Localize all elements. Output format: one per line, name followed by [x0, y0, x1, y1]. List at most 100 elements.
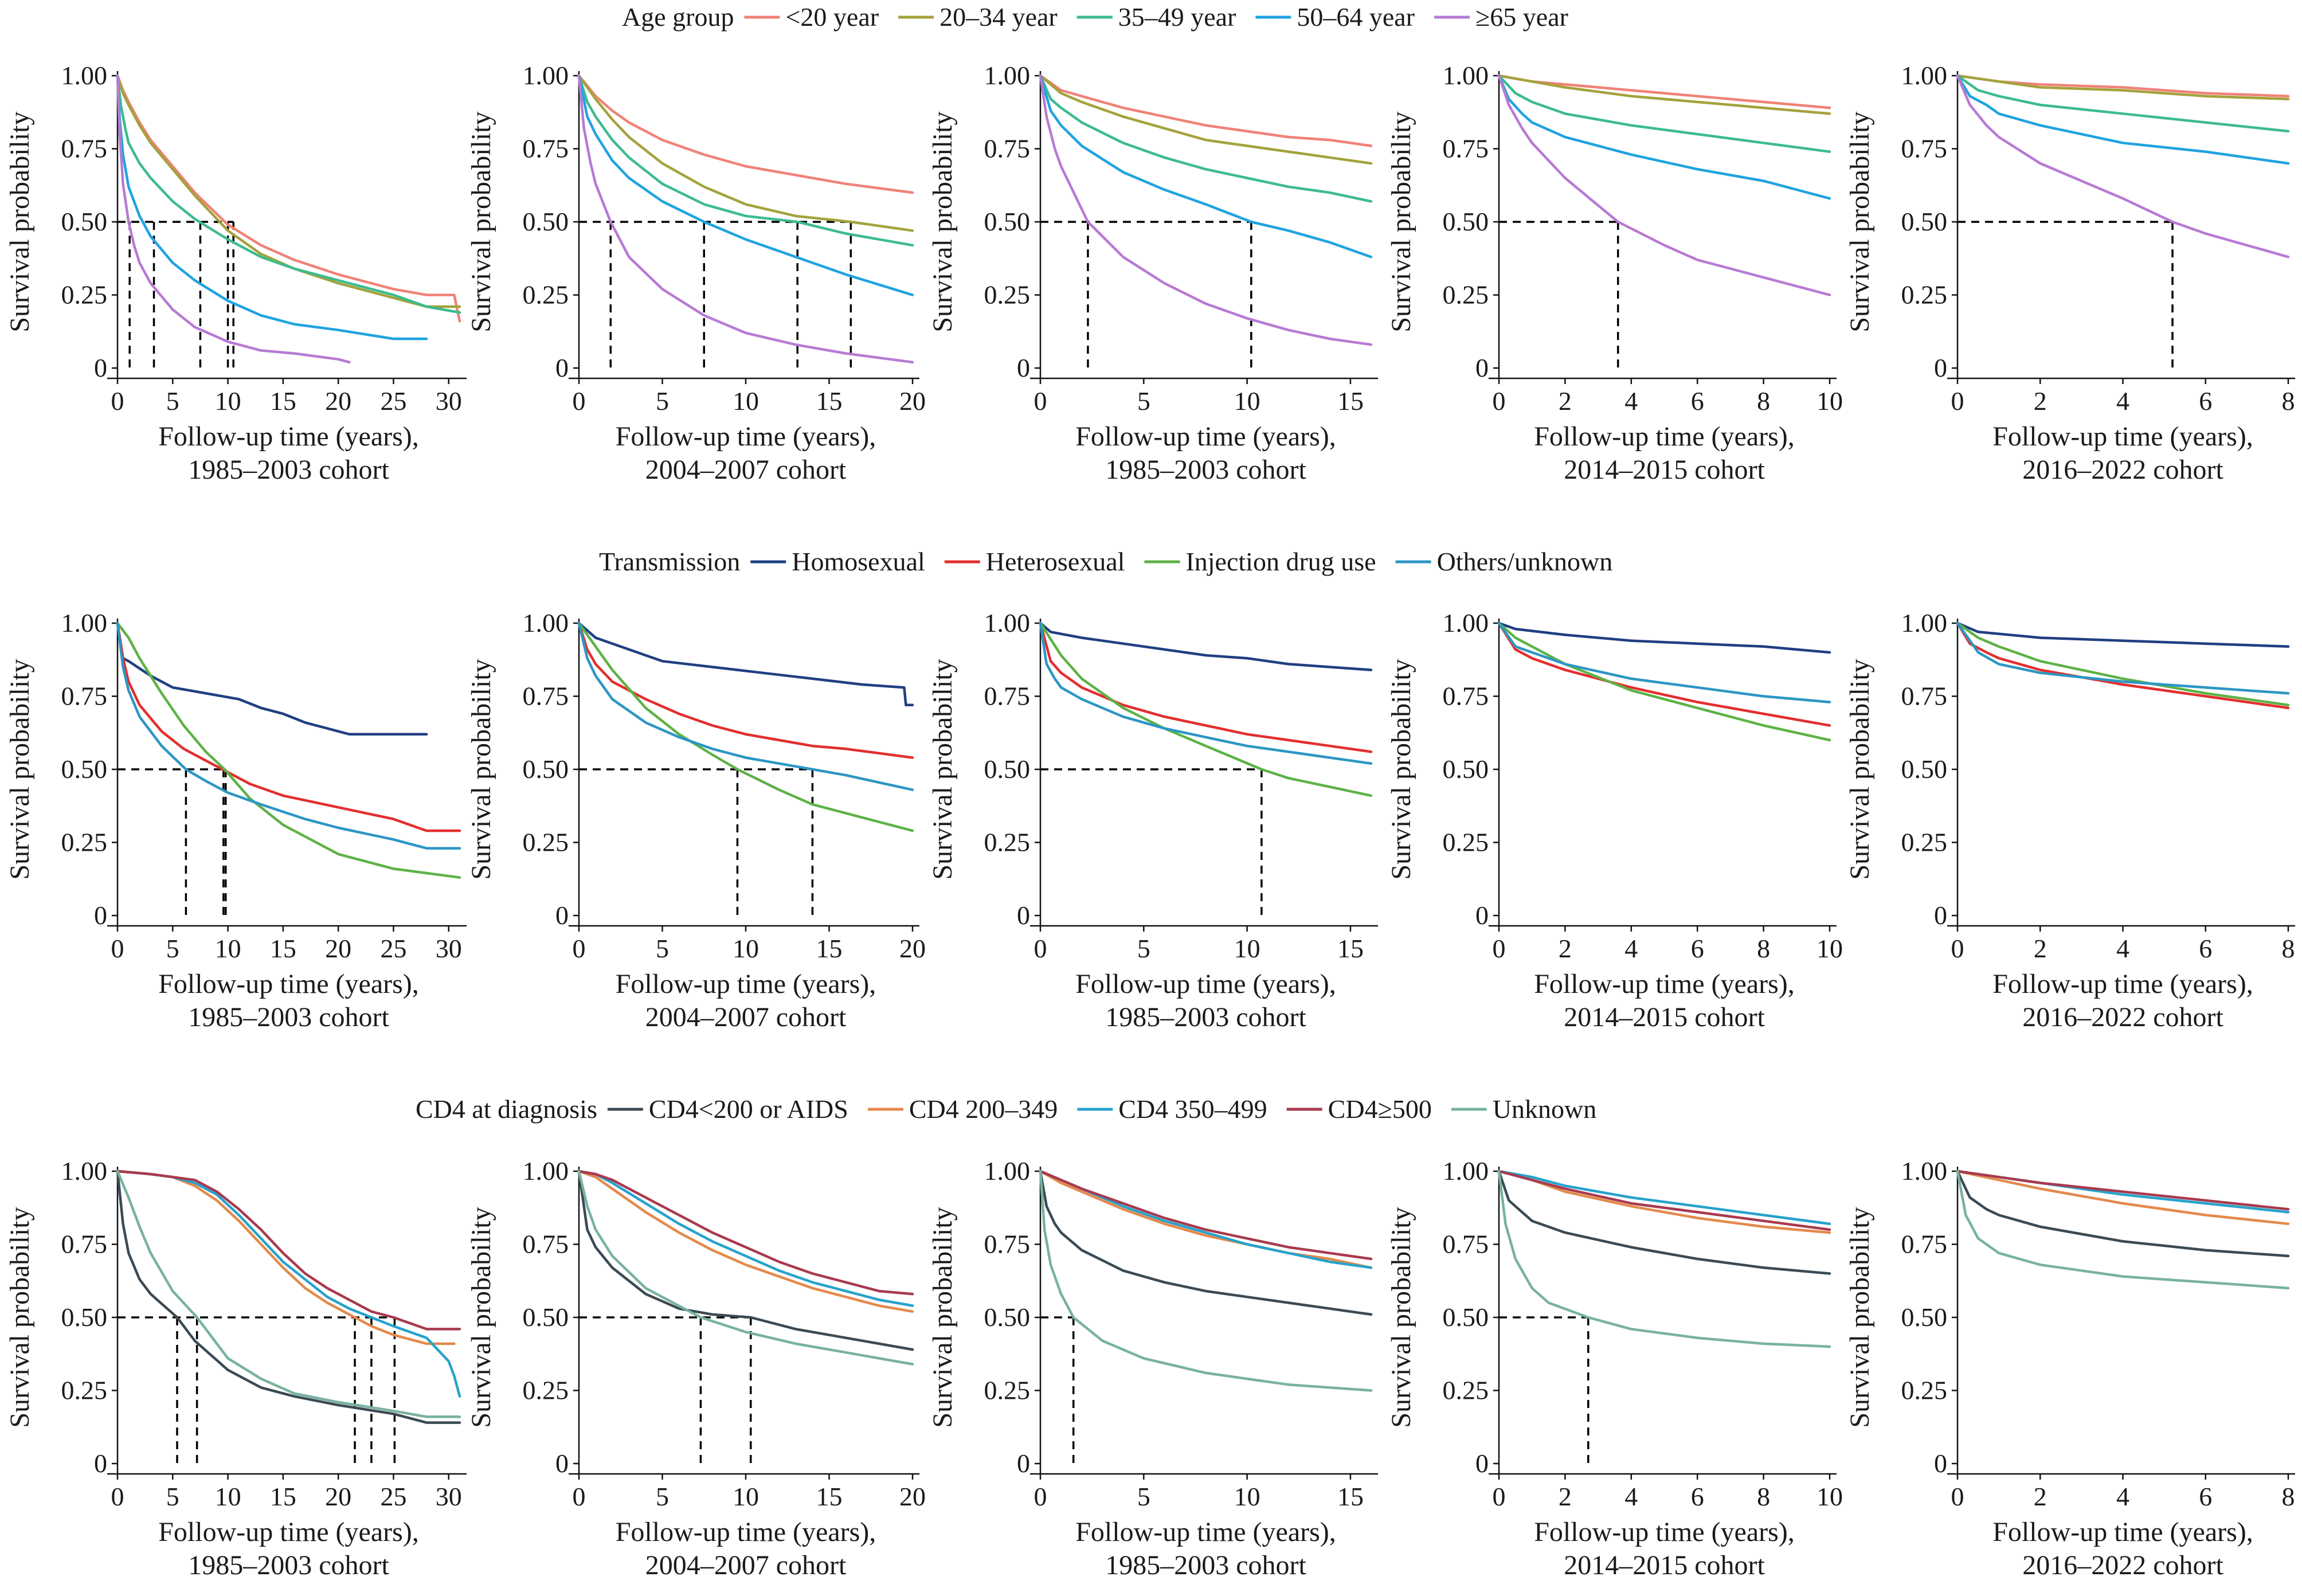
series-line-20-34-year: [1039, 74, 1373, 165]
x-tick-label: 2: [2034, 1482, 2047, 1511]
x-tick-label: 4: [1624, 1482, 1638, 1511]
y-tick-label: 0: [94, 901, 107, 930]
y-axis-title: Survival probability: [927, 659, 958, 879]
series-line-others-unknown: [1956, 621, 2290, 695]
x-tick-label: 8: [2282, 1482, 2295, 1511]
x-axis-title-line1: Follow-up time (years),: [1534, 421, 1795, 452]
series-line-injection-drug-use: [1039, 621, 1373, 797]
y-tick-label: 0.75: [984, 1230, 1031, 1259]
series-line-unknown: [1956, 1169, 2290, 1290]
series-line-20-year: [1956, 74, 2290, 97]
y-tick-label: 0.50: [523, 207, 569, 236]
panel-r2-c3: 0 0.25 0.50 0.75 1.00 0 5 10 15 Survival probabil…: [927, 608, 1378, 1032]
y-tick-label: 0.25: [1901, 1376, 1948, 1405]
y-tick-label: 1.00: [523, 608, 569, 637]
x-axis-title-line2: 1985–2003 cohort: [1105, 1002, 1306, 1032]
x-tick-label: 5: [166, 934, 179, 963]
series-line-50-64-year: [1039, 74, 1373, 259]
x-axis-title-line2: 1985–2003 cohort: [1105, 1550, 1306, 1581]
x-tick-label: 0: [1034, 386, 1047, 416]
y-axis-title: Survival probability: [1386, 111, 1416, 332]
x-tick-label: 0: [1493, 934, 1506, 963]
legend-label-20-34-year: 20–34 year: [939, 2, 1058, 32]
x-tick-label: 4: [2116, 386, 2129, 416]
series-line-homosexual: [1956, 621, 2290, 648]
legend-cd4: CD4 at diagnosis CD4<200 or AIDS CD4 200–3…: [416, 1094, 1596, 1124]
series-line-20-34-year: [1497, 74, 1831, 115]
y-tick-label: 0.50: [984, 1302, 1031, 1332]
x-tick-label: 10: [1234, 934, 1260, 963]
x-axis-title-line2: 1985–2003 cohort: [1105, 455, 1306, 485]
series-line-35-49-year: [1039, 74, 1373, 203]
x-axis-title-line2: 2016–2022 cohort: [2022, 1002, 2223, 1032]
y-tick-label: 0: [1934, 1449, 1947, 1478]
x-tick-label: 15: [816, 934, 843, 963]
y-axis-title: Survival probability: [466, 1207, 496, 1427]
y-tick-label: 0.75: [523, 1230, 569, 1259]
legend-label-65-year: ≥65 year: [1475, 2, 1568, 32]
x-tick-label: 5: [656, 1482, 669, 1511]
y-tick-label: 0: [1934, 353, 1947, 382]
series-line-cd4-500: [1039, 1169, 1373, 1261]
legend-title: CD4 at diagnosis: [416, 1094, 597, 1124]
x-tick-label: 4: [1624, 386, 1638, 416]
series-line-65-year: [1039, 74, 1373, 346]
y-tick-label: 0.75: [1443, 682, 1489, 711]
series-line-20-year: [1497, 74, 1831, 109]
series-line-unknown: [116, 1169, 461, 1418]
series-line-cd4-350-499: [577, 1169, 914, 1307]
x-tick-label: 5: [656, 386, 669, 416]
x-tick-label: 20: [325, 1482, 351, 1511]
x-tick-label: 8: [2282, 934, 2295, 963]
x-tick-label: 25: [380, 1482, 406, 1511]
x-tick-label: 0: [1951, 1482, 1964, 1511]
y-axis-title: Survival probability: [1386, 1207, 1416, 1427]
panel-r1-c1: 0 0.25 0.50 0.75 1.00 0 5 10 15 20 25 30 Survival pr…: [5, 61, 467, 485]
x-tick-label: 30: [436, 386, 462, 416]
x-axis-title-line1: Follow-up time (years),: [1992, 1517, 2253, 1547]
y-tick-label: 0.25: [61, 828, 108, 857]
y-tick-label: 0.50: [61, 1302, 108, 1332]
legend-label-others-unknown: Others/unknown: [1437, 547, 1613, 576]
x-tick-label: 15: [270, 386, 296, 416]
y-tick-label: 0: [1934, 901, 1947, 930]
y-tick-label: 0.50: [61, 754, 108, 784]
legend-label-heterosexual: Heterosexual: [986, 547, 1125, 576]
legend-label-cd4-500: CD4≥500: [1328, 1094, 1432, 1124]
series-line-20-year: [116, 74, 461, 323]
x-tick-label: 30: [436, 1482, 462, 1511]
y-tick-label: 0.75: [61, 134, 108, 163]
panel-r1-c3: 0 0.25 0.50 0.75 1.00 0 5 10 15 Survival probabil…: [927, 61, 1378, 485]
panel-r3-c1: 0 0.25 0.50 0.75 1.00 0 5 10 15 20 25 30 Survival pr…: [5, 1156, 467, 1581]
series-line-others-unknown: [1497, 621, 1831, 703]
y-tick-label: 0: [94, 353, 107, 382]
x-tick-label: 0: [1034, 934, 1047, 963]
y-axis-title: Survival probability: [1845, 111, 1875, 332]
y-tick-label: 0.25: [1901, 280, 1948, 310]
legend-label-20-year: <20 year: [785, 2, 879, 32]
x-tick-label: 6: [2199, 1482, 2212, 1511]
y-tick-label: 0.75: [61, 1230, 108, 1259]
series-line-unknown: [1039, 1169, 1373, 1392]
series-line-homosexual: [577, 621, 914, 707]
y-tick-label: 0.50: [1901, 754, 1948, 784]
series-line-homosexual: [1039, 621, 1373, 671]
legend-label-cd4-350-499: CD4 350–499: [1118, 1094, 1267, 1124]
x-tick-label: 15: [1337, 386, 1364, 416]
x-tick-label: 8: [2282, 386, 2295, 416]
y-tick-label: 0.25: [1443, 828, 1489, 857]
x-tick-label: 8: [1757, 1482, 1770, 1511]
panel-r3-c3: 0 0.25 0.50 0.75 1.00 0 5 10 15 Survival probabil…: [927, 1156, 1378, 1581]
y-tick-label: 0: [1475, 1449, 1489, 1478]
series-line-cd4-350-499: [1497, 1169, 1831, 1226]
x-tick-label: 10: [1234, 1482, 1260, 1511]
series-line-65-year: [1956, 74, 2290, 259]
y-tick-label: 0.50: [1443, 207, 1489, 236]
x-tick-label: 2: [2034, 934, 2047, 963]
y-tick-label: 0.75: [1901, 1230, 1948, 1259]
y-tick-label: 1.00: [984, 61, 1031, 90]
series-line-35-49-year: [577, 74, 914, 247]
x-tick-label: 10: [215, 386, 241, 416]
y-tick-label: 1.00: [1901, 1156, 1948, 1186]
legend-transmission: Transmission Homosexual Heterosexual Inject…: [599, 547, 1612, 576]
